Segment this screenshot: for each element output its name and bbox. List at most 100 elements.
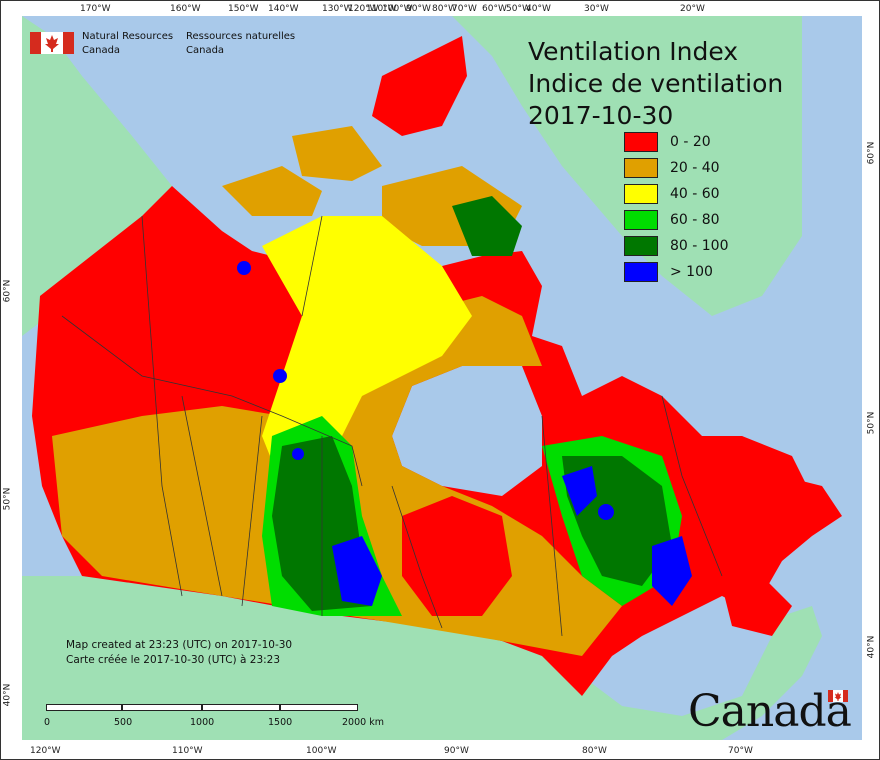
ventilation-map: [22, 16, 862, 740]
zone-above-100: [332, 536, 382, 606]
legend-label: 80 - 100: [670, 238, 729, 254]
creation-note-en: Map created at 23:23 (UTC) on 2017-10-30: [66, 639, 293, 651]
title-date: 2017-10-30: [528, 101, 674, 130]
top-tick: 110°W: [366, 4, 397, 14]
scale-label: 1500: [268, 717, 293, 728]
top-tick: 20°W: [680, 4, 705, 14]
left-tick: 40°N: [2, 683, 13, 707]
top-tick: 100°W: [382, 4, 413, 14]
legend-label: 60 - 80: [670, 212, 720, 228]
legend-swatch: [624, 132, 658, 152]
legend-label: 0 - 20: [670, 134, 711, 150]
boundary-line: [241, 415, 263, 607]
legend-label: > 100: [670, 264, 713, 280]
right-tick: 60°N: [866, 141, 877, 165]
bottom-tick: 80°W: [582, 746, 607, 756]
zone-above-100: [562, 466, 597, 516]
zone-above-100: [598, 504, 614, 520]
top-tick: 120°W: [348, 4, 379, 14]
hudson-bay: [392, 366, 542, 496]
wordmark-flag-icon: [828, 690, 848, 702]
legend-item: > 100: [624, 262, 784, 282]
zone-80-100: [452, 196, 522, 256]
zone-above-100: [273, 369, 287, 383]
legend-item: 60 - 80: [624, 210, 784, 230]
agency-name-fr: Ressources naturelles Canada: [186, 30, 295, 58]
scale-label: 2000 km: [342, 717, 384, 728]
boundary-line: [181, 395, 223, 597]
scale-segment: [202, 704, 280, 711]
right-tick: 40°N: [866, 635, 877, 659]
zone-0-20: [402, 496, 512, 616]
scale-label: 1000: [190, 717, 215, 728]
bottom-tick: 100°W: [306, 746, 337, 756]
top-tick: 130°W: [322, 4, 353, 14]
zone-40-60: [262, 216, 472, 486]
bottom-tick: 120°W: [30, 746, 61, 756]
bottom-tick: 70°W: [728, 746, 753, 756]
canada-wordmark: Canada: [688, 686, 852, 737]
alaska: [22, 16, 172, 336]
bottom-tick: 90°W: [444, 746, 469, 756]
provincial-boundaries: [61, 215, 723, 637]
legend-swatch: [624, 210, 658, 230]
legend-swatch: [624, 236, 658, 256]
agency-name-fr-line2: Canada: [186, 45, 225, 56]
scale-label: 0: [44, 717, 51, 728]
map-canvas: [22, 16, 862, 740]
bottom-tick: 110°W: [172, 746, 203, 756]
top-tick: 170°W: [80, 4, 111, 14]
agency-name-en-line2: Canada: [82, 45, 121, 56]
legend-item: 20 - 40: [624, 158, 784, 178]
top-tick: 30°W: [584, 4, 609, 14]
scale-label: 500: [114, 717, 133, 728]
top-tick: 50°W: [506, 4, 531, 14]
top-tick: 80°W: [432, 4, 457, 14]
boundary-line: [541, 415, 563, 637]
top-tick: 90°W: [406, 4, 431, 14]
map-title: Ventilation Index Indice de ventilation …: [528, 36, 783, 132]
top-tick: 140°W: [268, 4, 299, 14]
title-fr: Indice de ventilation: [528, 69, 784, 98]
legend-item: 40 - 60: [624, 184, 784, 204]
boundary-line: [301, 215, 323, 317]
scale-segment: [280, 704, 358, 711]
scale-bar: 0 500 1000 1500 2000 km: [44, 704, 384, 734]
zone-above-100: [292, 448, 304, 460]
left-tick: 60°N: [2, 279, 13, 303]
legend-swatch: [624, 262, 658, 282]
agency-name-en-line1: Natural Resources: [82, 31, 174, 42]
boundary-line: [661, 395, 723, 577]
scale-segment: [122, 704, 202, 711]
agency-name-en: Natural Resources Canada: [82, 30, 173, 58]
creation-note: Map created at 23:23 (UTC) on 2017-10-30…: [66, 638, 292, 668]
usa: [22, 576, 822, 740]
canada-flag-icon: [30, 32, 74, 54]
legend-swatch: [624, 184, 658, 204]
legend-item: 80 - 100: [624, 236, 784, 256]
left-tick: 50°N: [2, 487, 13, 511]
zone-above-100: [237, 261, 251, 275]
top-tick: 160°W: [170, 4, 201, 14]
boundary-line: [141, 215, 183, 597]
zone-above-100: [652, 536, 692, 606]
boundary-line: [61, 315, 363, 487]
arctic-island: [222, 166, 322, 216]
legend-label: 40 - 60: [670, 186, 720, 202]
legend-label: 20 - 40: [670, 160, 720, 176]
top-tick: 40°W: [526, 4, 551, 14]
ellesmere-island: [372, 36, 467, 136]
top-tick: 70°W: [452, 4, 477, 14]
creation-note-fr: Carte créée le 2017-10-30 (UTC) à 23:23: [66, 654, 281, 666]
scale-segment: [46, 704, 122, 711]
title-en: Ventilation Index: [528, 37, 739, 66]
agency-name-fr-line1: Ressources naturelles: [186, 31, 296, 42]
arctic-island: [292, 126, 382, 181]
zone-0-20: [722, 576, 792, 636]
top-tick: 150°W: [228, 4, 259, 14]
right-tick: 50°N: [866, 411, 877, 435]
zone-0-20: [672, 436, 812, 556]
top-tick: 60°W: [482, 4, 507, 14]
legend-swatch: [624, 158, 658, 178]
boundary-line: [391, 485, 443, 629]
